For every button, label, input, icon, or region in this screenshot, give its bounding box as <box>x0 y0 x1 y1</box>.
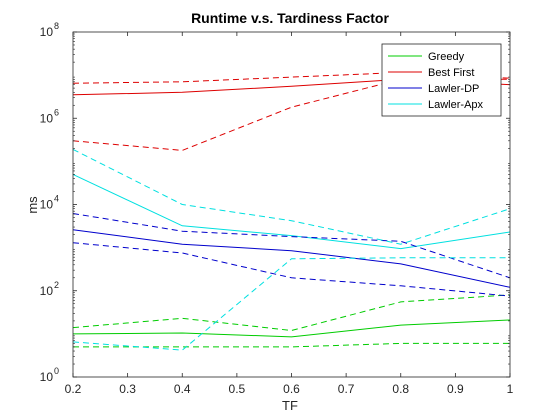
y-tick-label-exponent: 6 <box>54 107 59 117</box>
series-dashed-line-4 <box>72 294 511 331</box>
y-tick-label-base: 10 <box>40 284 54 298</box>
x-tick-label: 0.4 <box>174 382 191 396</box>
y-tick-label-base: 10 <box>40 111 54 125</box>
x-axis-label: TF <box>282 398 298 413</box>
x-tick-label: 1 <box>507 382 514 396</box>
series-dashed-line-7 <box>72 78 510 151</box>
y-tick-label-exponent: 2 <box>54 280 59 290</box>
x-tick-label: 0.3 <box>119 382 136 396</box>
y-axis-label: ms <box>25 196 40 214</box>
series-dashed-line-10 <box>72 148 511 245</box>
x-tick-label: 0.2 <box>65 382 82 396</box>
y-tick-label-base: 10 <box>40 198 54 212</box>
y-tick-label-base: 10 <box>40 370 54 384</box>
legend-label: Lawler-Apx <box>428 99 484 111</box>
series-line-lawler-apx <box>72 173 511 250</box>
x-tick-label: 0.5 <box>229 382 246 396</box>
series-line-greedy <box>72 319 511 338</box>
legend-label: Best First <box>428 67 474 79</box>
y-tick-label-exponent: 4 <box>54 194 59 204</box>
x-tick-label: 0.9 <box>447 382 464 396</box>
series-dashed-line-9 <box>72 242 511 297</box>
x-tick-label: 0.7 <box>338 382 355 396</box>
x-tick-label: 0.6 <box>283 382 300 396</box>
series-dashed-line-11 <box>72 257 510 351</box>
legend: Greedy Best First Lawler-DP Lawler-Apx <box>381 43 502 117</box>
y-tick-label-exponent: 8 <box>54 21 59 31</box>
legend-label: Greedy <box>428 51 465 63</box>
legend-label: Lawler-DP <box>428 83 479 95</box>
series-dashed-line-8 <box>72 213 511 279</box>
series-line-lawler-dp <box>72 229 511 288</box>
chart-title: Runtime v.s. Tardiness Factor <box>191 10 389 26</box>
y-tick-label-base: 10 <box>40 25 54 39</box>
x-tick-label: 0.8 <box>392 382 409 396</box>
y-tick-label-exponent: 0 <box>54 366 59 376</box>
